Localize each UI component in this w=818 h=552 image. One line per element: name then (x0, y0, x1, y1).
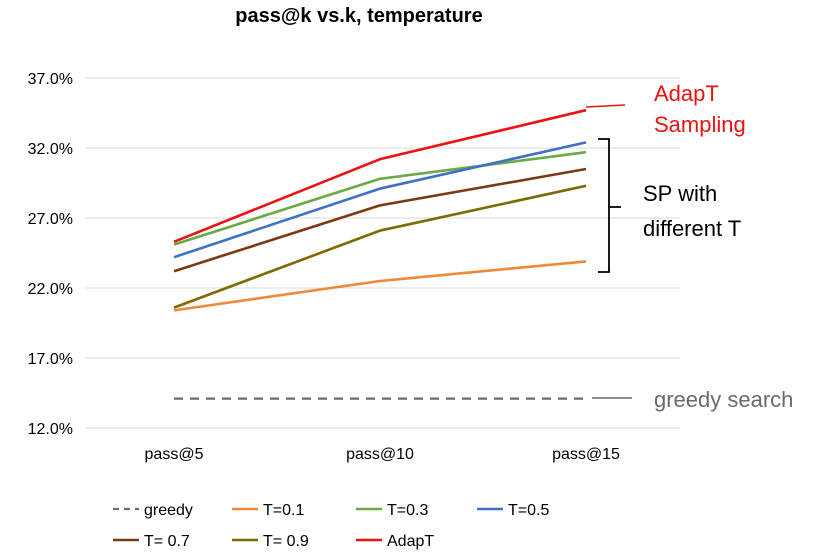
x-axis-ticks: pass@5 pass@10 pass@15 (145, 446, 620, 463)
y-tick-label-1: 17.0% (28, 351, 73, 368)
legend-label-2: T=0.3 (387, 502, 428, 519)
series-line-2 (173, 150, 587, 246)
adapt-annotation-line1: AdapT (654, 81, 719, 106)
sp-bracket (598, 138, 621, 273)
x-tick-label-0: pass@5 (145, 446, 204, 463)
sp-annotation-line1: SP with (643, 181, 717, 206)
x-tick-label-1: pass@10 (346, 446, 414, 463)
adapt-annotation-leader (585, 104, 626, 108)
legend-label-0: greedy (144, 502, 193, 519)
series-line-1 (173, 260, 587, 312)
y-tick-label-0: 12.0% (28, 421, 73, 438)
y-tick-label-4: 32.0% (28, 141, 73, 158)
gridlines (85, 77, 680, 429)
legend-label-5: T= 0.9 (263, 533, 309, 550)
series-line-5 (173, 184, 587, 309)
greedy-annotation-label: greedy search (654, 387, 793, 412)
series-line-4 (173, 167, 587, 273)
legend: greedy T=0.1 T=0.3 T=0.5 T= 0.7 T= 0.9 AdapT (113, 502, 549, 550)
legend-label-6: AdapT (387, 533, 434, 550)
legend-label-1: T=0.1 (263, 502, 304, 519)
y-tick-label-5: 37.0% (28, 71, 73, 88)
sp-annotation-line2: different T (643, 216, 741, 241)
x-tick-label-2: pass@15 (552, 446, 620, 463)
series-lines (173, 108, 587, 400)
y-axis-ticks: 12.0% 17.0% 22.0% 27.0% 32.0% 37.0% (28, 71, 73, 438)
adapt-annotation-line2: Sampling (654, 112, 746, 137)
annotations: AdapT Sampling SP with different T greed… (585, 81, 793, 412)
series-line-3 (173, 141, 587, 259)
legend-label-3: T=0.5 (508, 502, 549, 519)
y-tick-label-3: 27.0% (28, 211, 73, 228)
legend-label-4: T= 0.7 (144, 533, 190, 550)
chart-title: pass@k vs.k, temperature (235, 5, 482, 27)
y-tick-label-2: 22.0% (28, 281, 73, 298)
series-line-6 (173, 108, 587, 244)
